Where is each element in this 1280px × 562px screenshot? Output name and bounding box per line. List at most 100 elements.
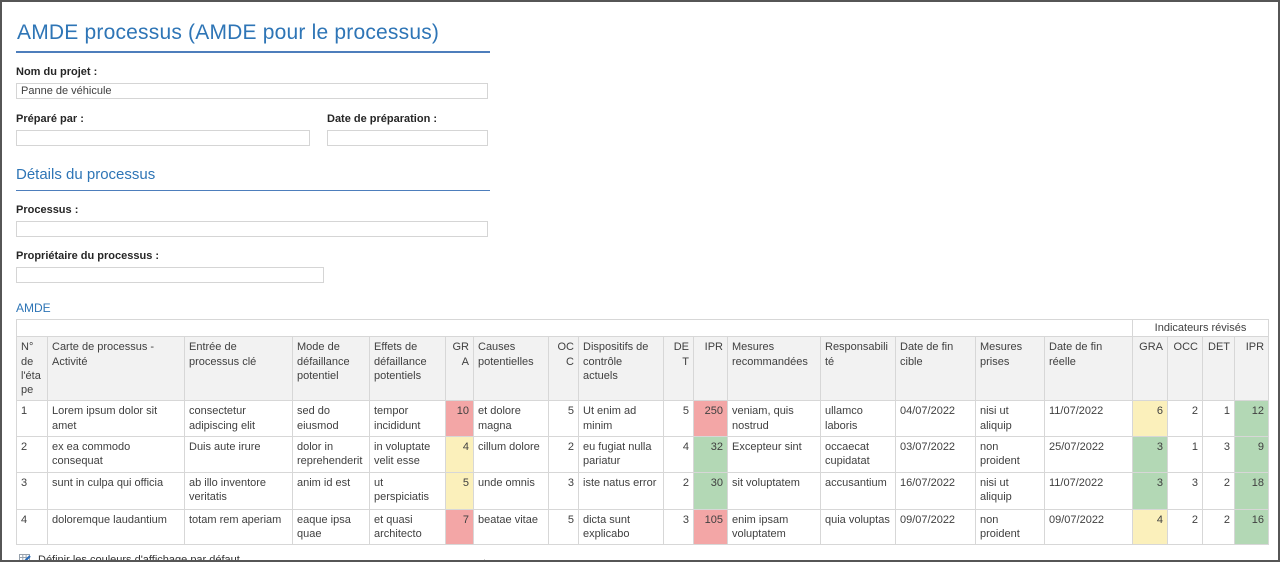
revised-indicators-group-header: Indicateurs révisés [1131,318,1270,338]
open-link[interactable]: ouvrir [468,558,488,560]
column-header: Effets de défaillance potentiels [369,336,446,402]
table-cell[interactable]: nisi ut aliquip [975,471,1045,510]
table-cell[interactable]: 3 [1132,436,1168,473]
table-cell[interactable]: Duis aute irure [184,436,293,473]
table-cell[interactable]: 9 [1233,436,1270,473]
table-cell[interactable]: eu fugiat nulla pariatur [578,436,664,473]
table-cell[interactable]: quia voluptas [820,508,896,546]
table-cell[interactable]: 5 [548,400,579,438]
table-cell[interactable]: dicta sunt explicabo [578,508,664,546]
table-cell[interactable]: cillum dolore [473,436,549,473]
table-cell[interactable]: in voluptate velit esse [369,436,446,473]
table-cell[interactable]: sit voluptatem [727,471,821,510]
prepared-by-field: Préparé par : [16,113,310,146]
table-cell[interactable]: Lorem ipsum dolor sit amet [47,400,185,438]
table-cell[interactable]: nisi ut aliquip [975,400,1045,438]
table-cell[interactable]: 4 [445,436,474,473]
process-owner-label: Propriétaire du processus : [16,250,160,262]
table-cell[interactable]: dolor in reprehenderit [292,436,370,473]
table-cell[interactable]: 30 [693,471,728,510]
table-cell[interactable]: enim ipsam voluptatem [727,508,821,546]
table-cell[interactable]: 7 [445,508,474,546]
table-cell[interactable]: 2 [1202,508,1235,546]
column-header: GRA [1132,336,1168,402]
table-cell[interactable]: et dolore magna [473,400,549,438]
table-cell[interactable]: tempor incididunt [369,400,446,438]
table-cell[interactable]: 1 [16,400,48,438]
table-cell[interactable]: ullamco laboris [820,400,896,438]
table-cell[interactable]: 3 [1167,471,1203,510]
table-cell[interactable]: ex ea commodo consequat [47,436,185,473]
table-cell[interactable]: 1 [1167,436,1203,473]
column-header: DET [1202,336,1235,402]
table-cell[interactable]: anim id est [292,471,370,510]
table-cell[interactable]: 250 [693,400,728,438]
table-cell[interactable]: sunt in culpa qui officia [47,471,185,510]
prepared-row: Préparé par : Date de préparation : [16,113,1278,146]
table-cell[interactable]: 6 [1132,400,1168,438]
column-header: N° de l'étape [16,336,48,402]
table-cell[interactable]: 1 [1202,400,1235,438]
table-cell[interactable]: 03/07/2022 [895,436,976,473]
table-cell[interactable]: sed do eiusmod [292,400,370,438]
table-cell[interactable]: eaque ipsa quae [292,508,370,546]
table-cell[interactable]: 2 [16,436,48,473]
table-cell[interactable]: 4 [16,508,48,546]
table-cell[interactable]: doloremque laudantium [47,508,185,546]
prepared-by-input[interactable] [16,130,310,146]
table-cell[interactable]: 10 [445,400,474,438]
column-header: Entrée de processus clé [184,336,293,402]
table-cell[interactable]: 12 [1233,400,1270,438]
table-cell[interactable]: 2 [663,471,694,510]
table-cell[interactable]: beatae vitae [473,508,549,546]
define-default-colors-button[interactable]: Définir les couleurs d'affichage par déf… [19,554,240,560]
table-cell[interactable]: consectetur adipiscing elit [184,400,293,438]
prep-date-input[interactable] [327,130,488,146]
table-cell[interactable]: 3 [663,508,694,546]
table-cell[interactable]: ab illo inventore veritatis [184,471,293,510]
table-cell[interactable]: Excepteur sint [727,436,821,473]
process-input[interactable] [16,221,488,237]
prep-date-field: Date de préparation : [327,113,488,146]
table-cell[interactable]: non proident [975,436,1045,473]
table-cell[interactable]: 04/07/2022 [895,400,976,438]
table-cell[interactable]: 5 [548,508,579,546]
table-cell[interactable]: 4 [1132,508,1168,546]
table-cell[interactable]: 105 [693,508,728,546]
table-cell[interactable]: 2 [1167,400,1203,438]
table-cell[interactable]: 3 [548,471,579,510]
table-cell[interactable]: occaecat cupidatat [820,436,896,473]
table-cell[interactable]: 11/07/2022 [1044,471,1133,510]
table-cell[interactable]: 2 [1167,508,1203,546]
column-header: Responsabilité [820,336,896,402]
table-cell[interactable]: totam rem aperiam [184,508,293,546]
table-cell[interactable]: 5 [663,400,694,438]
table-cell[interactable]: 11/07/2022 [1044,400,1133,438]
table-cell[interactable]: 16/07/2022 [895,471,976,510]
table-cell[interactable]: accusantium [820,471,896,510]
table-cell[interactable]: iste natus error [578,471,664,510]
table-cell[interactable]: 2 [548,436,579,473]
table-cell[interactable]: 18 [1233,471,1270,510]
table-cell[interactable]: 25/07/2022 [1044,436,1133,473]
process-owner-input[interactable] [16,267,324,283]
table-cell[interactable]: 3 [1132,471,1168,510]
table-cell[interactable]: non proident [975,508,1045,546]
table-cell[interactable]: ut perspiciatis [369,471,446,510]
table-cell[interactable]: unde omnis [473,471,549,510]
table-cell[interactable]: 32 [693,436,728,473]
table-cell[interactable]: et quasi architecto [369,508,446,546]
table-cell[interactable]: 3 [1202,436,1235,473]
column-header: Mode de défaillance potentiel [292,336,370,402]
table-cell[interactable]: 5 [445,471,474,510]
table-cell[interactable]: 4 [663,436,694,473]
table-cell[interactable]: Ut enim ad minim [578,400,664,438]
table-cell[interactable]: 09/07/2022 [1044,508,1133,546]
table-cell[interactable]: 16 [1233,508,1270,546]
table-cell[interactable]: 3 [16,471,48,510]
table-cell[interactable]: 2 [1202,471,1235,510]
column-header: DET [663,336,694,402]
project-name-input[interactable] [16,83,488,99]
table-cell[interactable]: veniam, quis nostrud [727,400,821,438]
table-cell[interactable]: 09/07/2022 [895,508,976,546]
